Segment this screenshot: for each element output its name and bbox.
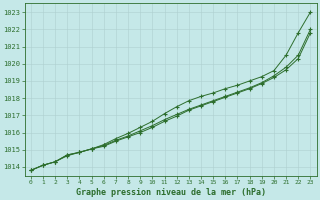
X-axis label: Graphe pression niveau de la mer (hPa): Graphe pression niveau de la mer (hPa) (76, 188, 266, 197)
